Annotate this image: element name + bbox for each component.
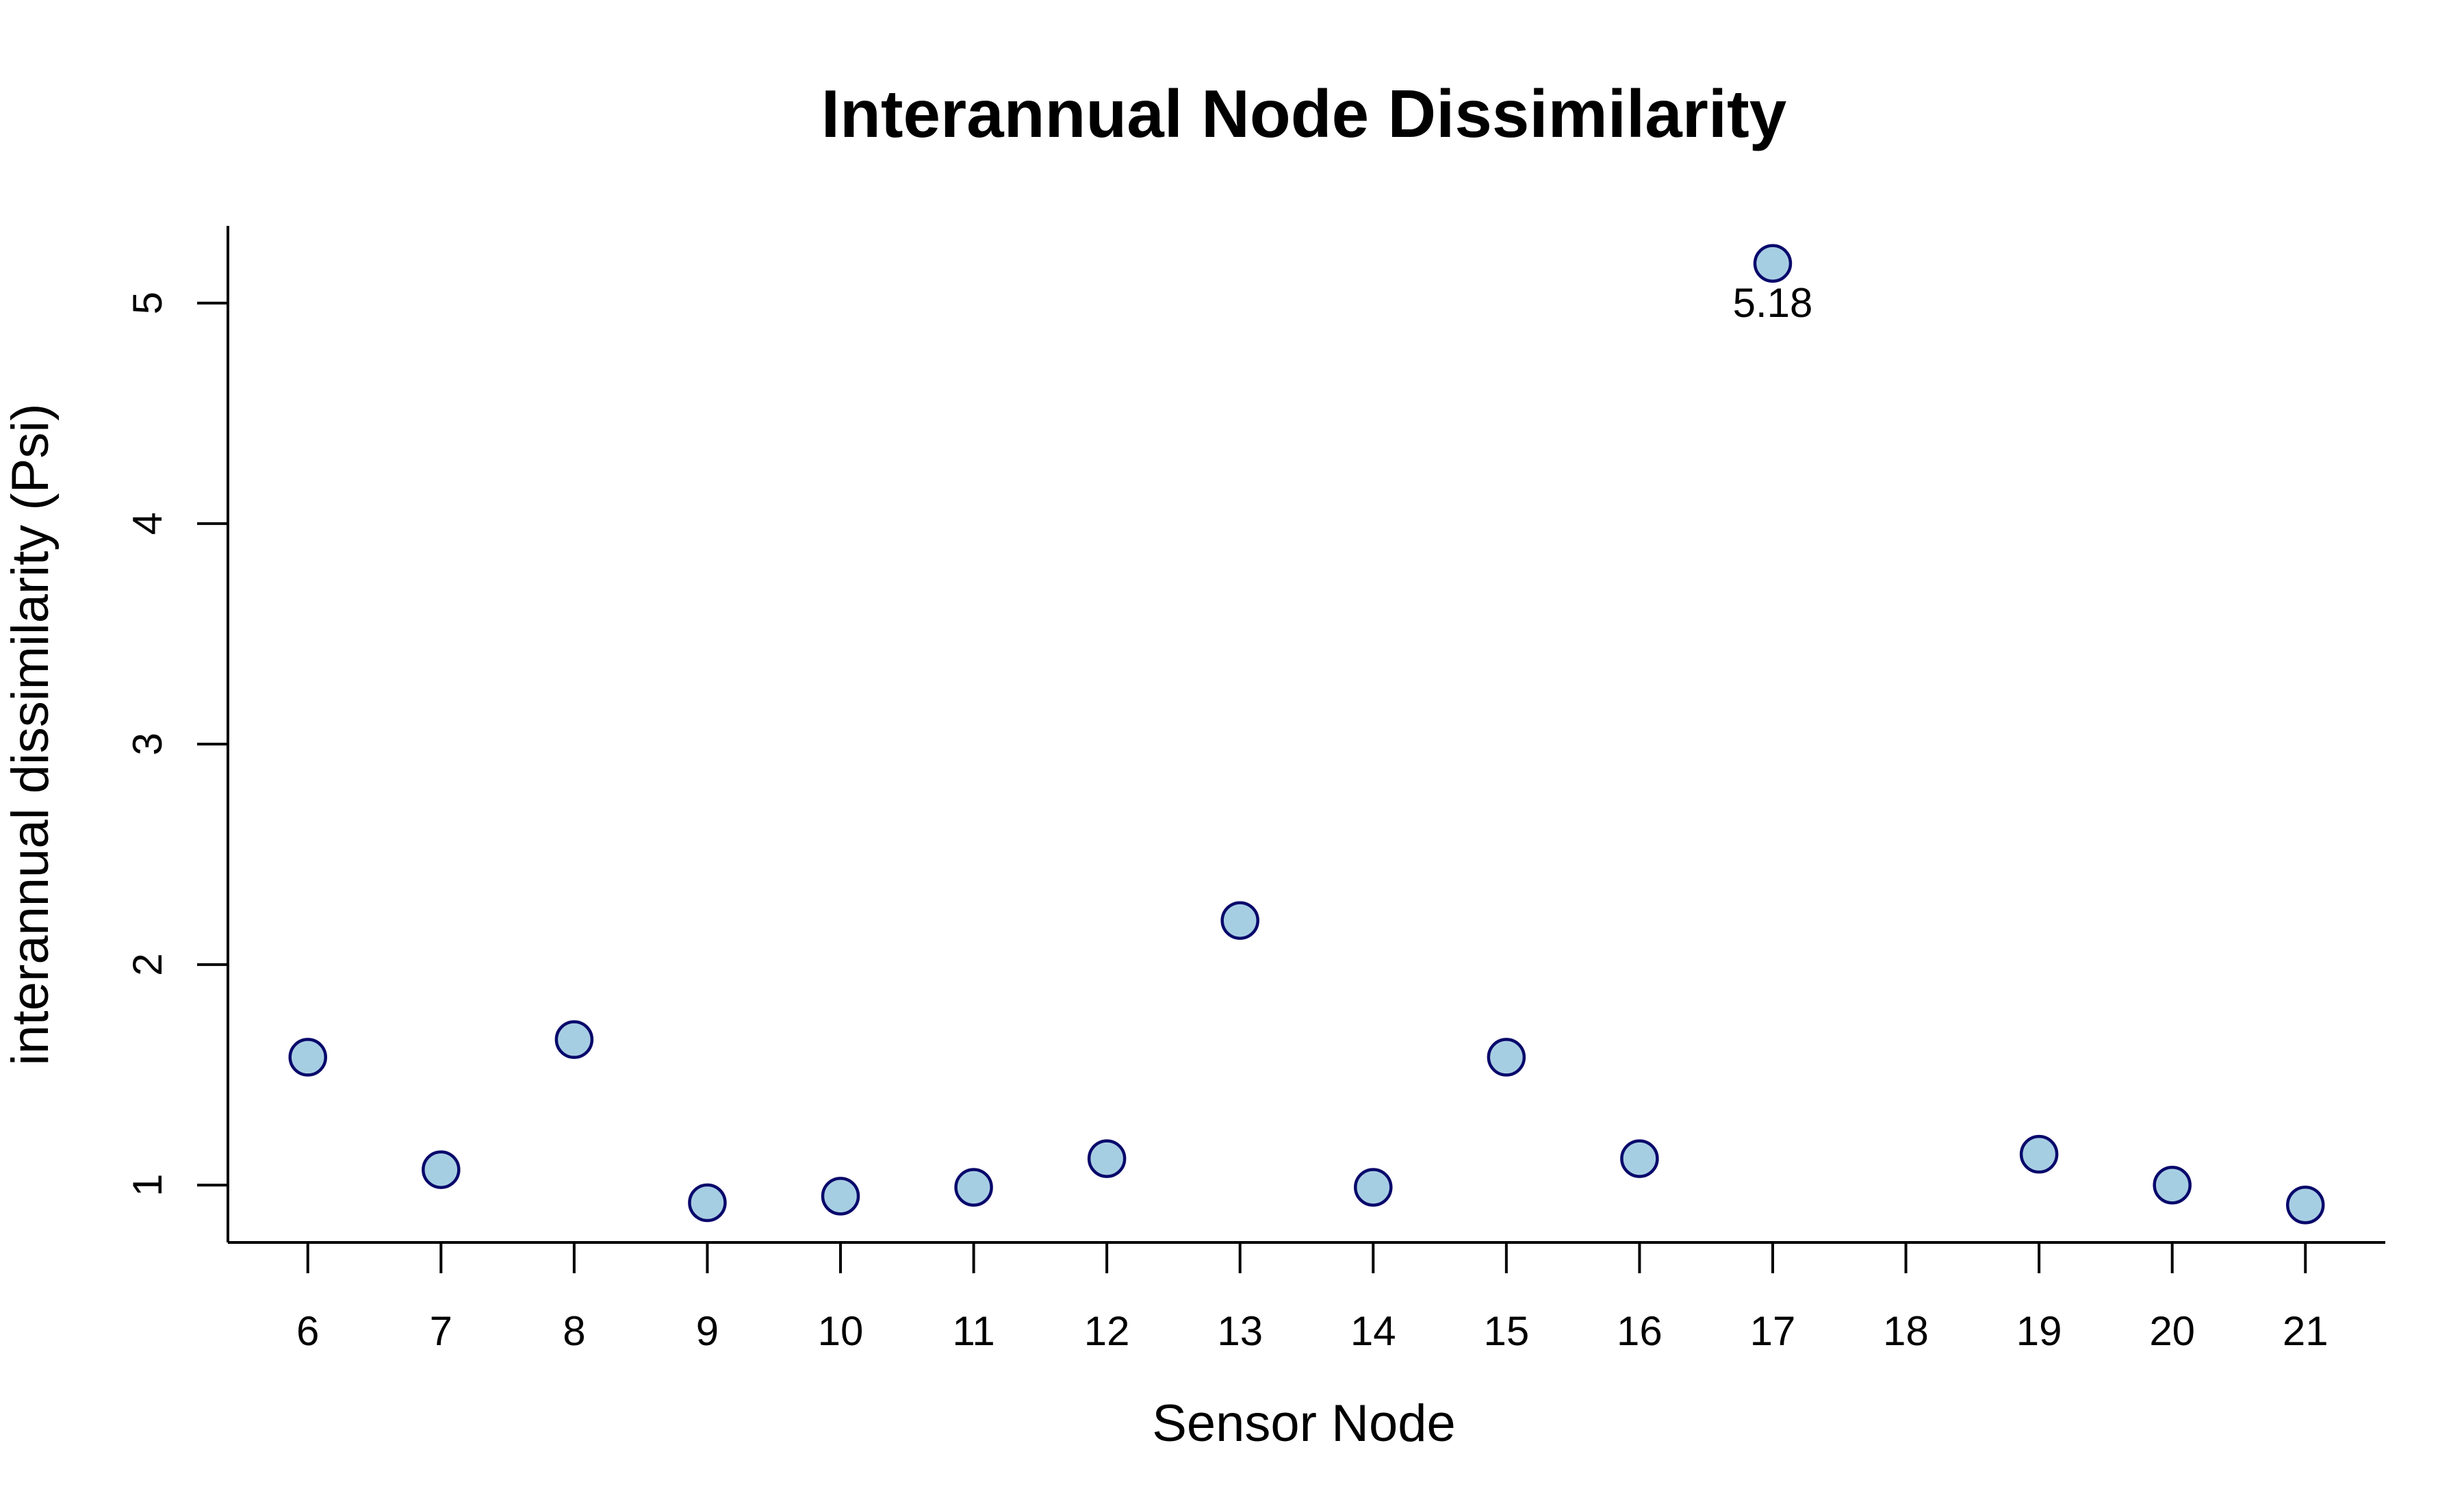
x-tick-label: 13 [1217,1308,1263,1354]
data-point [2286,1185,2325,1225]
y-axis: 1 2 3 4 5 [125,226,229,1242]
data-point [2153,1165,2192,1205]
data-point [821,1177,860,1216]
x-tick-label: 11 [952,1308,994,1354]
x-tick-label: 6 [296,1308,319,1354]
x-tick-label: 14 [1350,1308,1396,1354]
x-axis-label: Sensor Node [1152,1394,1456,1453]
data-point [1487,1038,1526,1077]
y-tick-label: 3 [125,732,170,755]
x-tick-label: 7 [430,1308,452,1354]
data-point [2019,1134,2059,1174]
x-tick-label: 8 [563,1308,585,1354]
x-tick-label: 21 [2283,1308,2328,1354]
x-tick-label: 19 [2016,1308,2062,1354]
data-point [422,1150,461,1189]
data-point [1753,244,1793,283]
x-tick-label: 9 [696,1308,719,1354]
data-point [954,1168,993,1207]
data-points [288,244,2325,1225]
data-point [554,1020,594,1059]
x-tick-label: 17 [1750,1308,1796,1354]
data-point [1354,1168,1393,1207]
x-tick-label: 10 [818,1308,864,1354]
data-point [288,1038,327,1077]
x-tick-label: 16 [1617,1308,1663,1354]
y-tick-label: 5 [125,292,170,314]
data-point [688,1183,727,1223]
x-axis: 6 7 8 9 10 11 12 13 14 15 16 17 18 19 20 21 [228,1241,2385,1354]
y-tick-label: 4 [125,512,170,535]
data-point [1087,1139,1127,1178]
chart-title: Interannual Node Dissimilarity [821,76,1786,151]
x-tick-label: 15 [1483,1308,1529,1354]
x-tick-label: 18 [1883,1308,1929,1354]
x-tick-label: 20 [2149,1308,2195,1354]
data-label: 5.18 [1733,280,1813,326]
y-tick-label: 2 [125,953,170,975]
y-axis-label: interannual dissimilarity (Psi) [1,403,60,1065]
data-point [1620,1139,1659,1178]
y-tick-label: 1 [125,1174,170,1197]
annotations: 5.18 [1733,280,1813,326]
x-tick-label: 12 [1084,1308,1130,1354]
data-point [1220,901,1259,940]
